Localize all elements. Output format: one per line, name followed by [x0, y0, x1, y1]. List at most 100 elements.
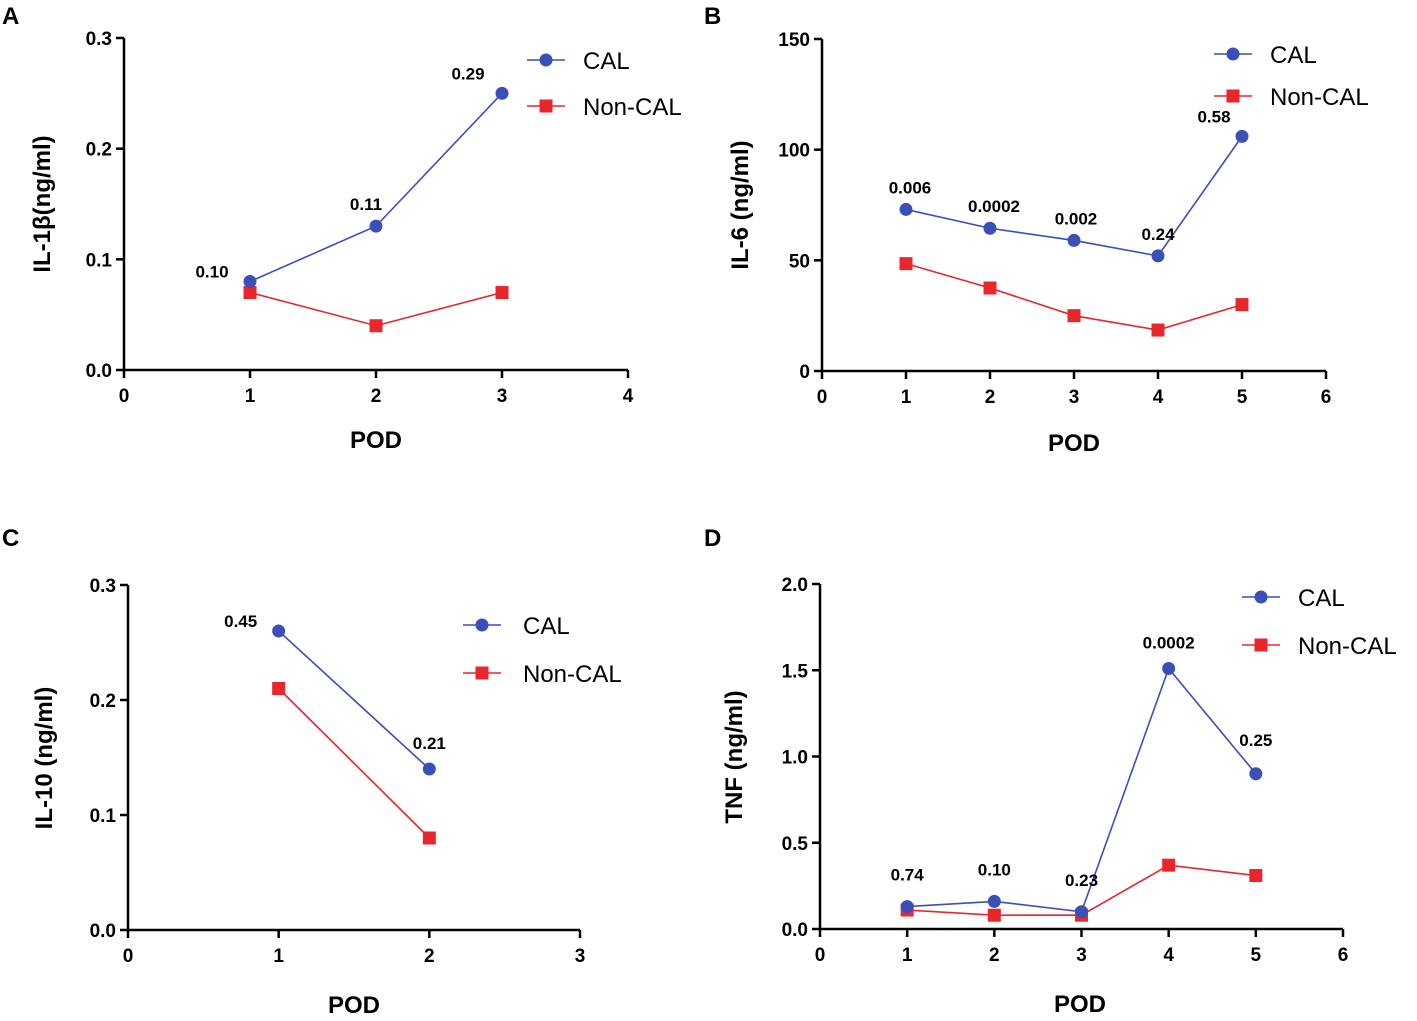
- y-tick-label: 0.3: [86, 29, 112, 50]
- y-axis-title: TNF (ng/ml): [721, 690, 748, 823]
- legend-marker-cal: [1254, 590, 1268, 604]
- data-point-noncal: [422, 831, 436, 845]
- series-line-cal: [249, 92, 503, 283]
- x-tick-label: 0: [815, 945, 826, 966]
- data-point-cal: [1067, 233, 1081, 247]
- data-point-cal: [1235, 129, 1249, 143]
- panel-letter: D: [704, 525, 721, 552]
- x-tick-label: 3: [1069, 387, 1080, 408]
- x-tick-label: 0: [119, 386, 130, 407]
- x-tick-label: 3: [1076, 945, 1087, 966]
- panel-letter: A: [2, 3, 19, 30]
- data-point-noncal: [369, 319, 383, 333]
- x-axis-title: POD: [350, 427, 402, 454]
- data-point-cal: [983, 221, 997, 235]
- legend-label-noncal: Non-CAL: [523, 661, 622, 688]
- p-value-label: 0.45: [224, 612, 257, 631]
- data-point-noncal: [987, 908, 1001, 922]
- x-tick-label: 2: [371, 386, 382, 407]
- data-point-noncal: [1067, 309, 1081, 323]
- x-tick-label: 3: [575, 946, 586, 967]
- legend-marker-cal: [475, 618, 489, 632]
- legend-label-noncal: Non-CAL: [1270, 84, 1369, 111]
- series-line-cal: [278, 630, 430, 770]
- chart-panel-d: D 0.0 0.5 1.0 1.5 2.0 0 1 2 3 4 5 6 POD TNF (ng/ml) 0.7…: [704, 525, 1397, 1018]
- data-point-cal: [900, 900, 914, 914]
- series-line-noncal: [278, 687, 430, 839]
- data-point-cal: [899, 202, 913, 216]
- x-tick-label: 6: [1338, 945, 1349, 966]
- x-tick-label: 2: [989, 945, 1000, 966]
- x-tick-label: 6: [1321, 387, 1332, 408]
- y-tick-label: 0.0: [90, 921, 116, 942]
- p-value-label: 0.10: [978, 860, 1011, 879]
- y-tick-label: 0.1: [90, 806, 117, 827]
- y-tick-label: 2.0: [782, 575, 808, 596]
- data-point-cal: [987, 894, 1001, 908]
- p-value-label: 0.11: [350, 195, 382, 214]
- y-tick-label: 0.2: [86, 140, 112, 161]
- data-point-cal: [1249, 767, 1263, 781]
- x-tick-label: 4: [623, 386, 634, 407]
- x-axis-title: POD: [1048, 430, 1100, 457]
- x-tick-label: 4: [1163, 945, 1174, 966]
- data-point-noncal: [272, 682, 286, 695]
- x-axis-title: POD: [328, 992, 380, 1019]
- y-tick-label: 1.5: [782, 661, 809, 682]
- legend-label-noncal: Non-CAL: [1298, 633, 1397, 660]
- y-tick-label: 50: [789, 251, 810, 272]
- p-value-label: 0.006: [889, 178, 932, 197]
- x-axis-title: POD: [1054, 991, 1106, 1018]
- x-tick-label: 5: [1237, 387, 1248, 408]
- data-point-noncal: [899, 257, 913, 271]
- p-value-label: 0.24: [1141, 225, 1175, 244]
- p-value-label: 0.23: [1065, 871, 1098, 890]
- data-point-cal: [369, 219, 383, 233]
- data-point-cal: [422, 762, 436, 776]
- legend-marker-cal: [539, 53, 553, 67]
- legend-marker-noncal: [475, 666, 489, 680]
- data-point-noncal: [1162, 858, 1176, 872]
- y-tick-label: 1.0: [782, 748, 808, 769]
- legend-marker-noncal: [1254, 638, 1268, 652]
- data-point-cal: [243, 274, 257, 288]
- x-tick-label: 0: [123, 946, 134, 967]
- y-tick-label: 100: [778, 141, 810, 162]
- legend-label-cal: CAL: [523, 613, 570, 640]
- legend-label-cal: CAL: [1270, 42, 1317, 69]
- data-point-noncal: [1151, 323, 1165, 337]
- legend-label-cal: CAL: [583, 48, 630, 75]
- p-value-label: 0.29: [451, 64, 484, 83]
- y-axis-title: IL-6 (ng/ml): [727, 140, 754, 269]
- p-value-label: 0.74: [891, 866, 925, 885]
- x-tick-label: 1: [245, 386, 256, 407]
- x-tick-label: 4: [1153, 387, 1164, 408]
- data-point-noncal: [1235, 298, 1249, 312]
- x-tick-label: 2: [985, 387, 996, 408]
- y-tick-label: 0.5: [782, 834, 809, 855]
- y-tick-label: 0.0: [86, 361, 112, 382]
- x-tick-label: 3: [497, 386, 508, 407]
- p-value-label: 0.002: [1055, 209, 1098, 228]
- chart-panel-a: A 0.0 0.1 0.2 0.3 0 1 2 3 4 POD IL-1β(ng/ml) 0.10 0.1…: [2, 3, 682, 454]
- legend-label-cal: CAL: [1298, 585, 1345, 612]
- x-tick-label: 0: [817, 387, 828, 408]
- chart-panel-b: B 0 50 100 150 0 1 2 3 4 5 6 POD IL-6 (ng/ml) 0.006 0.0…: [704, 3, 1369, 457]
- y-axis-title: IL-1β(ng/ml): [29, 135, 56, 272]
- y-tick-label: 0: [799, 362, 810, 383]
- legend-marker-noncal: [539, 99, 553, 113]
- p-value-label: 0.0002: [968, 197, 1020, 216]
- data-point-noncal: [983, 281, 997, 295]
- data-point-cal: [495, 86, 509, 100]
- y-tick-label: 0.2: [90, 691, 116, 712]
- y-tick-label: 0.3: [90, 576, 116, 597]
- x-tick-label: 5: [1251, 945, 1262, 966]
- data-point-cal: [272, 624, 286, 638]
- panel-letter: B: [704, 3, 721, 30]
- p-value-label: 0.0002: [1143, 634, 1195, 653]
- x-tick-label: 1: [901, 387, 912, 408]
- y-axis-title: IL-10 (ng/ml): [31, 687, 58, 830]
- data-point-noncal: [1249, 869, 1263, 883]
- data-point-noncal: [243, 286, 257, 300]
